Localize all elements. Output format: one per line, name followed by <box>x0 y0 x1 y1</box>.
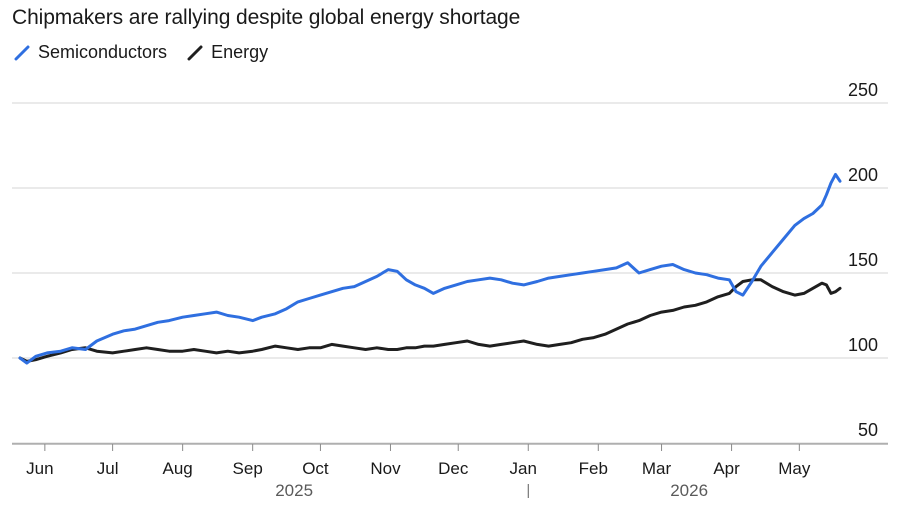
year-labels: 2025 2026 <box>275 481 708 500</box>
legend-label-energy: Energy <box>211 42 269 62</box>
x-tick-label-mar: Mar <box>642 459 672 478</box>
chart-legend: Semiconductors Energy <box>14 42 268 63</box>
x-tick-label-apr: Apr <box>713 459 740 478</box>
legend-swatch-energy-icon <box>187 45 203 60</box>
y-tick-label-150: 150 <box>848 250 878 270</box>
series-line-energy <box>18 278 842 363</box>
y-tick-label-200: 200 <box>848 165 878 185</box>
legend-label-semiconductors: Semiconductors <box>38 42 168 62</box>
y-tick-label-100: 100 <box>848 335 878 355</box>
year-label-2025: 2025 <box>275 481 313 500</box>
x-tick-label-may: May <box>778 459 811 478</box>
x-tick-label-jan: Jan <box>510 459 537 478</box>
y-tick-label-50: 50 <box>858 420 878 440</box>
x-tick-label-oct: Oct <box>302 459 329 478</box>
x-axis-ticks: Jun Jul Aug Sep Oct Nov Dec Jan Feb Mar Apr May <box>26 444 811 478</box>
x-tick-label-nov: Nov <box>370 459 401 478</box>
x-tick-label-feb: Feb <box>579 459 608 478</box>
x-tick-label-sep: Sep <box>233 459 263 478</box>
x-tick-label-dec: Dec <box>438 459 469 478</box>
y-tick-label-250: 250 <box>848 80 878 100</box>
legend-item-semiconductors[interactable]: Semiconductors <box>14 42 167 63</box>
x-tick-label-jun: Jun <box>26 459 53 478</box>
legend-item-energy[interactable]: Energy <box>187 42 268 63</box>
year-label-2026: 2026 <box>670 481 708 500</box>
x-tick-label-jul: Jul <box>97 459 119 478</box>
chart-title: Chipmakers are rallying despite global e… <box>12 6 521 29</box>
legend-swatch-semiconductors-icon <box>14 45 30 60</box>
series-line-semiconductors <box>18 172 842 365</box>
chart-series <box>18 172 842 365</box>
grid-lines <box>12 102 888 444</box>
y-axis-tick-labels: 50 100 150 200 250 <box>848 80 878 440</box>
x-tick-label-aug: Aug <box>163 459 193 478</box>
